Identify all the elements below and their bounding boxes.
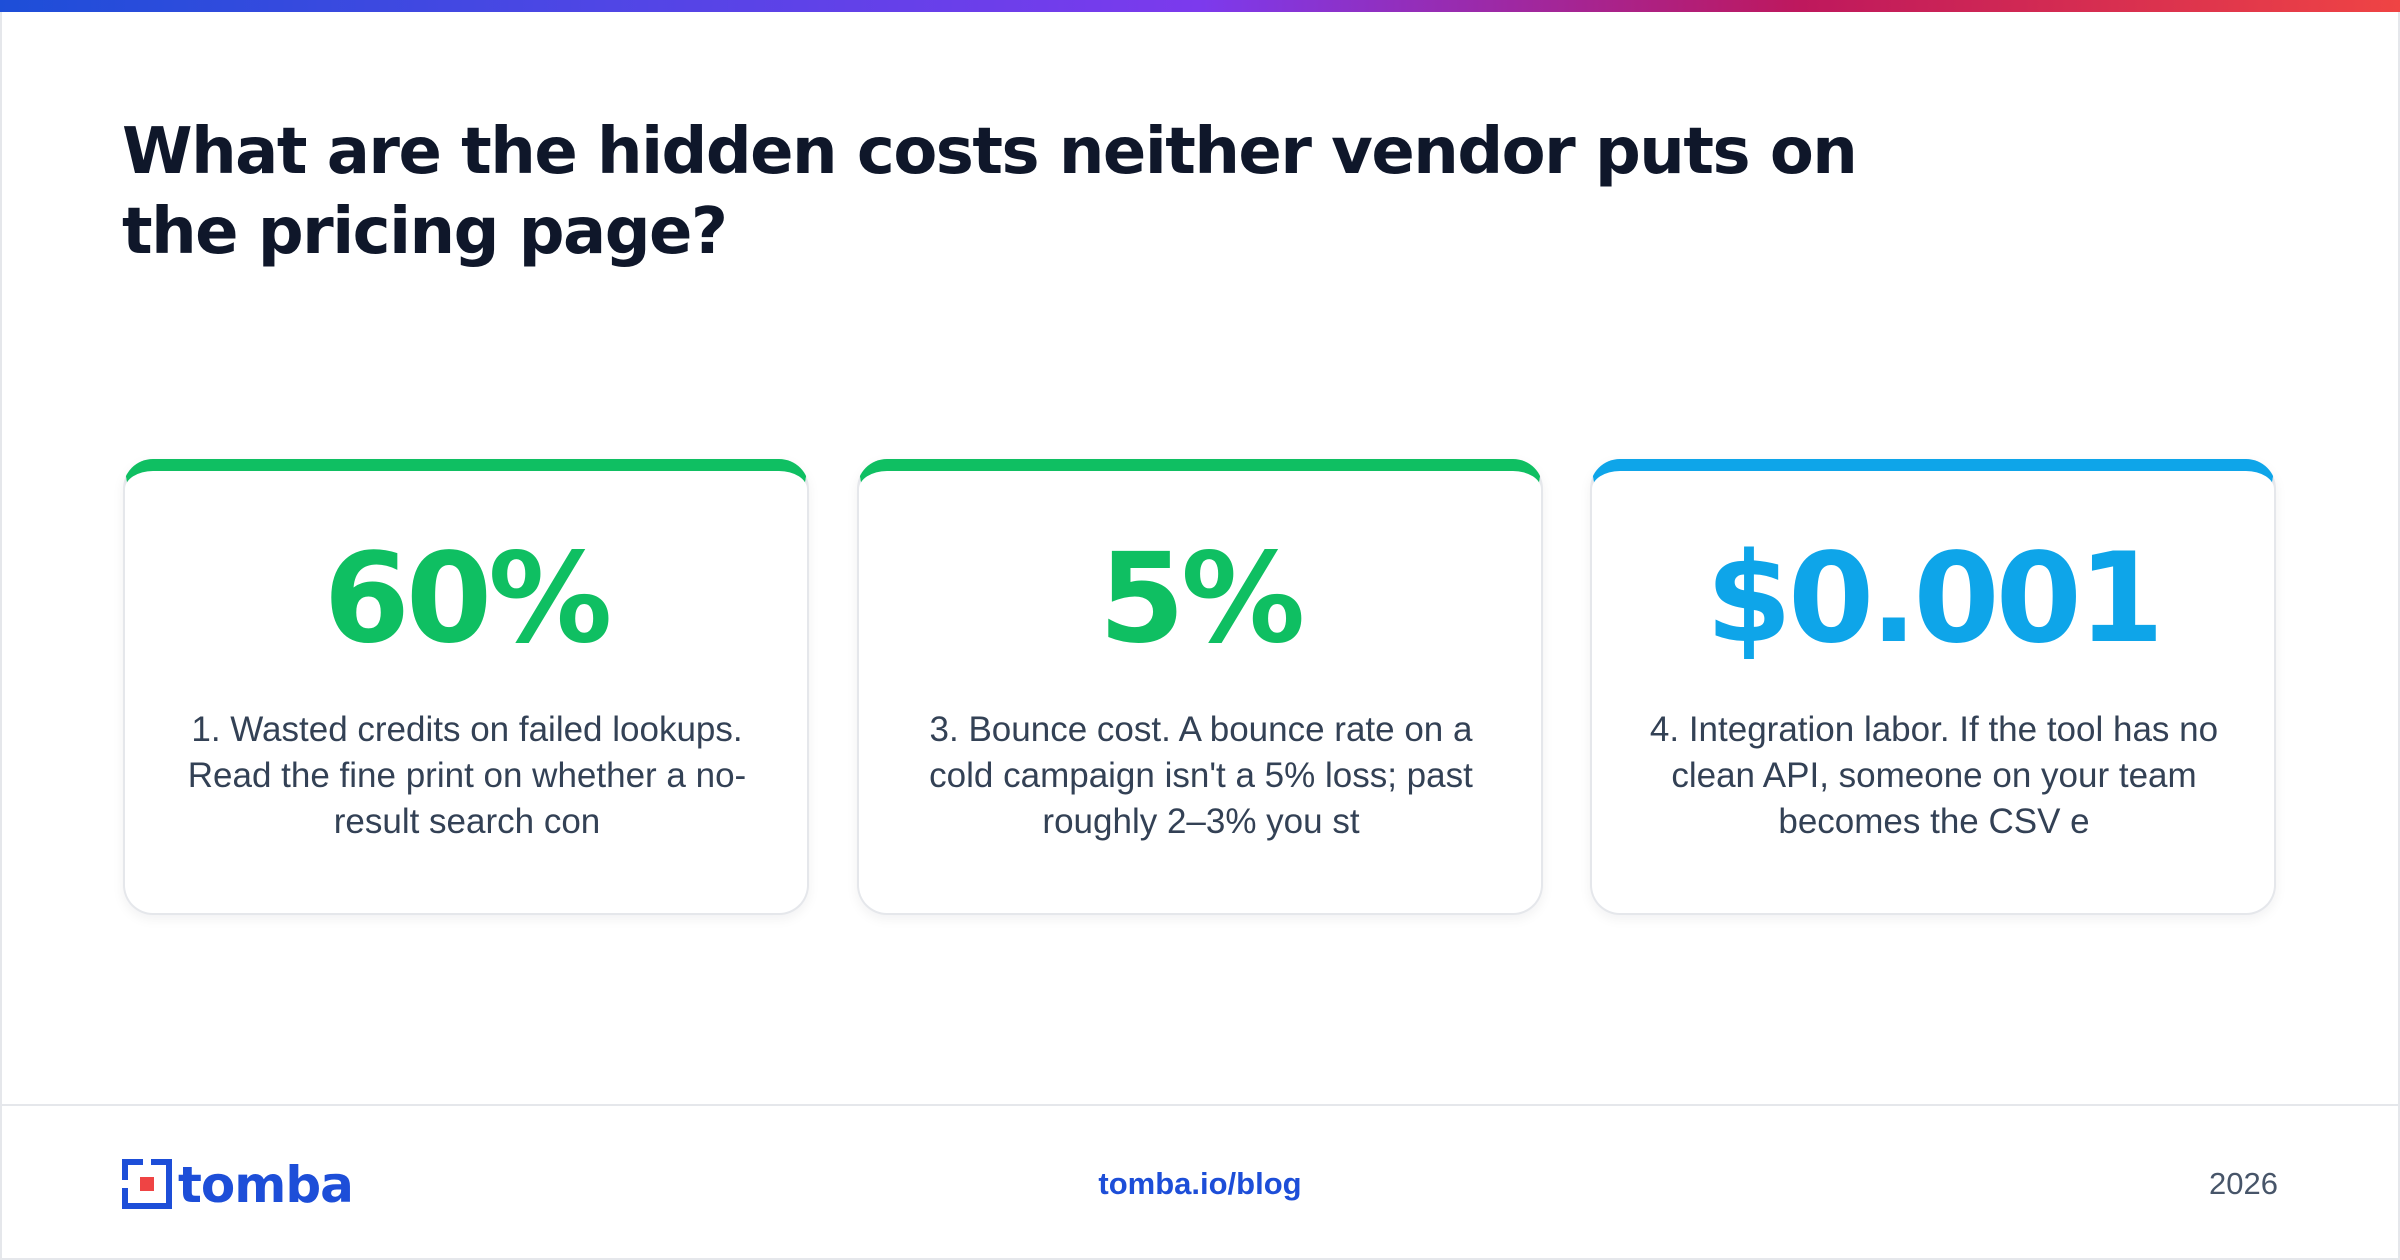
footer-divider: [0, 1104, 2400, 1106]
stat-value: $0.001: [1705, 527, 2165, 671]
stat-description: 4. Integration labor. If the tool has no…: [1649, 710, 2219, 841]
blog-link[interactable]: tomba.io/blog: [1098, 1166, 1302, 1201]
page-title: What are the hidden costs neither vendor…: [122, 115, 1858, 269]
stat-value: 60%: [323, 527, 613, 671]
stat-card: 5% 3. Bounce cost. A bounce rate on a co…: [857, 459, 1543, 915]
tomba-logo-wordmark: tomba: [178, 1158, 353, 1210]
tomba-logo-icon: [122, 1158, 172, 1209]
stat-card: 60% 1. Wasted credits on failed lookups.…: [123, 459, 809, 915]
stat-cards: 60% 1. Wasted credits on failed lookups.…: [123, 459, 2277, 915]
stat-description: 1. Wasted credits on failed lookups. Rea…: [187, 710, 747, 841]
top-gradient-bar: [0, 0, 2400, 12]
stat-value: 5%: [1098, 527, 1306, 671]
stat-card: $0.001 4. Integration labor. If the tool…: [1590, 459, 2276, 915]
stat-description: 3. Bounce cost. A bounce rate on a cold …: [929, 710, 1473, 841]
tomba-logo[interactable]: tomba: [122, 1158, 382, 1210]
footer-year: 2026: [2209, 1166, 2278, 1201]
